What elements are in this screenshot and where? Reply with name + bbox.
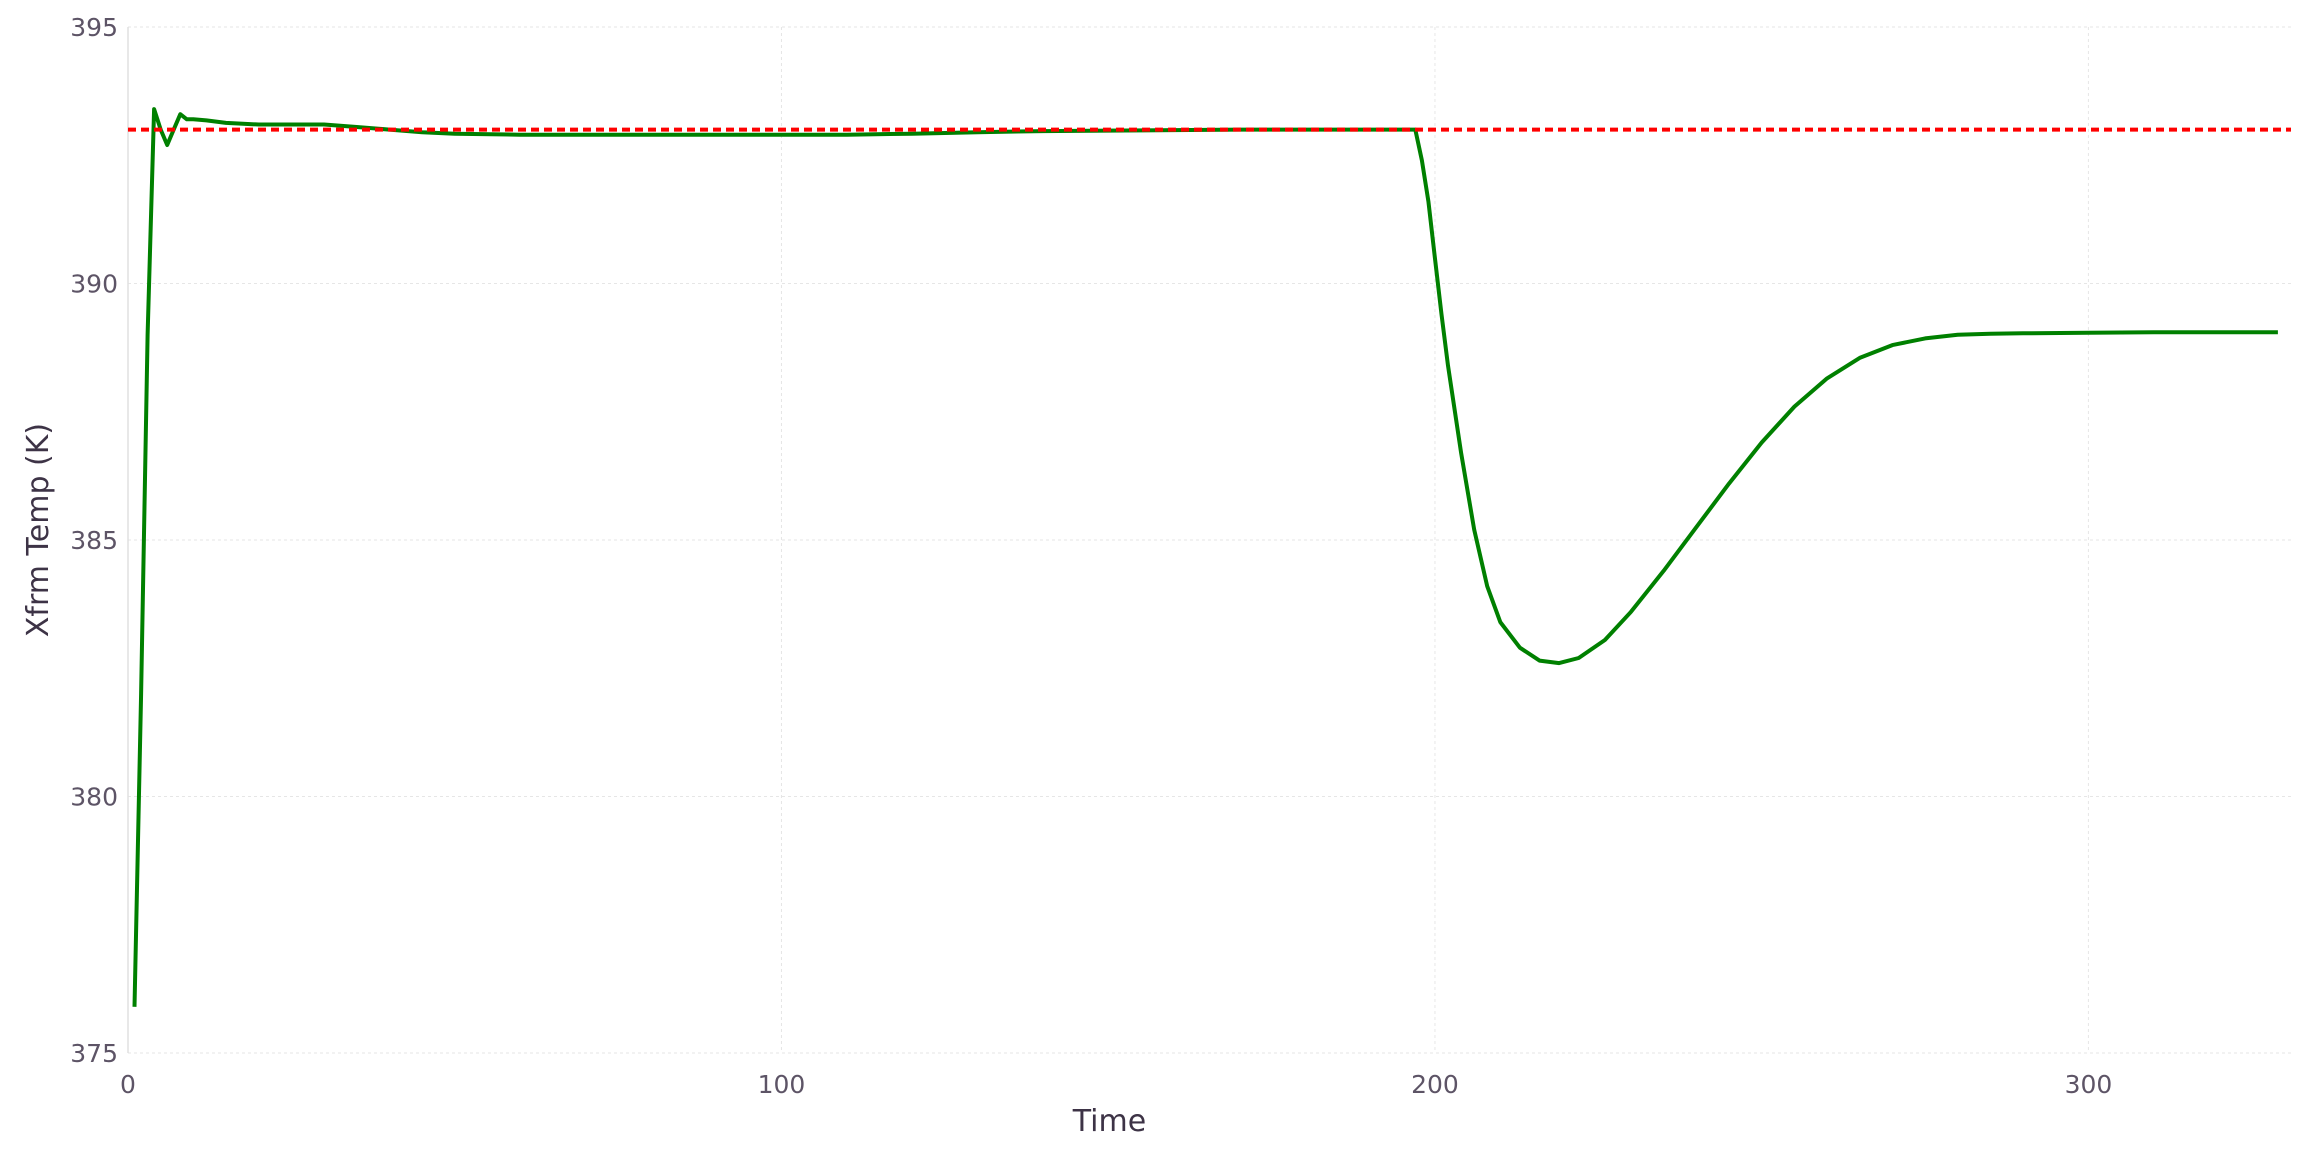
x-axis-title: Time bbox=[1072, 1104, 1146, 1139]
temperature-series-line bbox=[132, 107, 2278, 1007]
tick-labels: 375 380 385 390 395 0 100 200 300 bbox=[70, 13, 2112, 1099]
series-layer bbox=[128, 107, 2291, 1007]
x-tick-label: 0 bbox=[120, 1070, 136, 1099]
y-tick-label: 390 bbox=[70, 270, 118, 299]
y-axis-title: Xfrm Temp (K) bbox=[21, 423, 56, 637]
y-tick-label: 385 bbox=[70, 526, 118, 555]
x-tick-label: 300 bbox=[2065, 1070, 2113, 1099]
y-tick-label: 380 bbox=[70, 783, 118, 812]
grid bbox=[127, 26, 2291, 1054]
x-tick-label: 100 bbox=[758, 1070, 806, 1099]
y-tick-label: 375 bbox=[70, 1039, 118, 1068]
x-tick-label: 200 bbox=[1411, 1070, 1459, 1099]
y-tick-label: 395 bbox=[70, 13, 118, 42]
